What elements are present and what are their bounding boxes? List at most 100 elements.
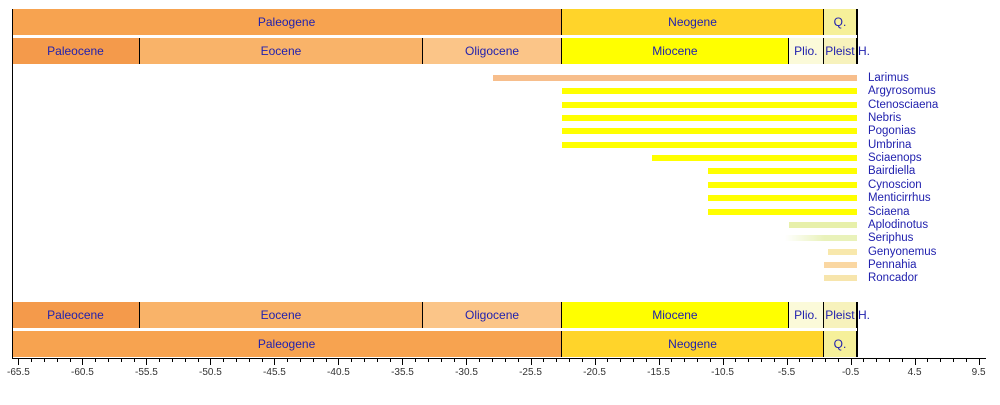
axis-major-tick [18,358,20,365]
taxon-label-roncador: Roncador [867,272,918,285]
taxon-label-cynoscion: Cynoscion [867,178,922,191]
band-label: Paleogene [257,337,316,351]
axis-minor-tick [453,358,455,362]
axis-tick-label: -40.5 [327,367,350,378]
taxon-label-larimus: Larimus [867,72,909,84]
axis-minor-tick [876,358,878,362]
axis-tick-label: -5.5 [777,367,796,378]
axis-tick-label: -25.5 [519,367,542,378]
epoch-top-band-eocene: Eocene [140,38,423,64]
band-label: Paleogene [257,15,316,29]
axis-major-tick [978,358,980,365]
axis-minor-tick [581,358,583,362]
taxon-label-pennahia: Pennahia [867,258,917,271]
axis-minor-tick [568,358,570,362]
axis-tick-label: -35.5 [391,367,414,378]
epoch-bottom-band-miocene: Miocene [562,302,789,328]
band-label: Neogene [668,15,717,29]
axis-tick-label: -55.5 [135,367,158,378]
band-label: Pleist [825,44,855,58]
axis-minor-tick [940,358,942,362]
axis-minor-tick [837,358,839,362]
taxon-label-umbrina: Umbrina [867,138,912,151]
axis-minor-tick [351,358,353,362]
axis-tick-label: -50.5 [199,367,222,378]
band-label: Paleocene [47,44,104,58]
taxon-bar-sciaenops [652,155,857,162]
axis-minor-tick [248,358,250,362]
axis-major-tick [146,358,148,365]
epoch-bottom-band-eocene: Eocene [140,302,423,328]
axis-minor-tick [799,358,801,362]
period-bottom-band-paleogene: Paleogene [12,331,563,357]
axis-tick-label: -15.5 [647,367,670,378]
axis-minor-tick [31,358,33,362]
axis-minor-tick [389,358,391,362]
axis-minor-tick [607,358,609,362]
axis-minor-tick [479,358,481,362]
axis-minor-tick [56,358,58,362]
axis-minor-tick [108,358,110,362]
axis-major-tick [850,358,852,365]
band-label: Plio. [794,44,818,58]
taxon-bar-cynoscion [708,181,857,188]
taxon-label-argyrosomus: Argyrosomus [867,85,936,98]
axis-minor-tick [44,358,45,362]
period-top-band-neogene: Neogene [562,9,824,35]
period-bottom-band-neogene: Neogene [562,331,824,357]
axis-major-tick [786,358,788,365]
taxon-label-aplodinotus: Aplodinotus [867,218,929,231]
axis-major-tick [402,358,404,365]
taxon-label-seriphus: Seriphus [867,232,914,245]
taxon-bar-roncador [823,275,857,282]
axis-tick-label: -60.5 [71,367,94,378]
axis-tick-label: -0.5 [841,367,860,378]
axis-minor-tick [184,358,186,362]
axis-minor-tick [440,358,442,362]
axis-minor-tick [325,358,327,362]
axis-minor-tick [709,358,711,362]
axis-tick-label: -30.5 [455,367,478,378]
axis-minor-tick [197,358,199,362]
taxon-label-menticirrhus: Menticirrhus [867,192,931,205]
band-label: Paleocene [47,308,104,322]
axis-minor-tick [965,358,967,362]
epoch-top-band-pleist: Pleist [823,38,857,64]
axis-minor-tick [133,358,135,362]
taxon-bar-pennahia [823,261,857,268]
band-label: Neogene [668,337,717,351]
axis-minor-tick [632,358,634,362]
axis-minor-tick [696,358,698,362]
axis-tick-label: 9.5 [971,367,986,378]
axis-major-tick [658,358,660,365]
axis-major-tick [210,358,212,365]
epoch-band-row-bottom: Paleocene Eocene Oligocene Miocene Plio. Plei… [0,302,1000,328]
taxon-label-ctenosciaena: Ctenosciaena [867,98,939,111]
y-axis-line [12,9,13,359]
axis-minor-tick [69,358,71,362]
axis-minor-tick [812,358,814,362]
axis-minor-tick [645,358,647,362]
axis-minor-tick [543,358,545,362]
epoch-band-row-top: Paleocene Eocene Oligocene Miocene Plio. Plei… [0,38,1000,64]
axis-minor-tick [415,358,417,362]
taxon-label-sciaenops: Sciaenops [867,152,922,165]
epoch-top-label-h: H. [857,44,870,58]
taxon-label-genyonemus: Genyonemus [867,245,937,258]
band-label: Oligocene [465,308,520,322]
axis-minor-tick [952,358,954,362]
axis-minor-tick [773,358,775,362]
present-day-line-top [856,9,858,64]
axis-major-tick [466,358,468,365]
axis-minor-tick [312,358,314,362]
axis-minor-tick [556,358,558,362]
band-label: Q. [833,15,847,29]
axis-tick-label: -20.5 [583,367,606,378]
axis-minor-tick [863,358,865,362]
period-band-row-top: Paleogene Neogene Q. [0,9,1000,35]
taxon-bar-aplodinotus [788,221,857,228]
taxon-bar-bairdiella [708,168,857,175]
axis-minor-tick [236,358,238,362]
axis-minor-tick [159,358,161,362]
